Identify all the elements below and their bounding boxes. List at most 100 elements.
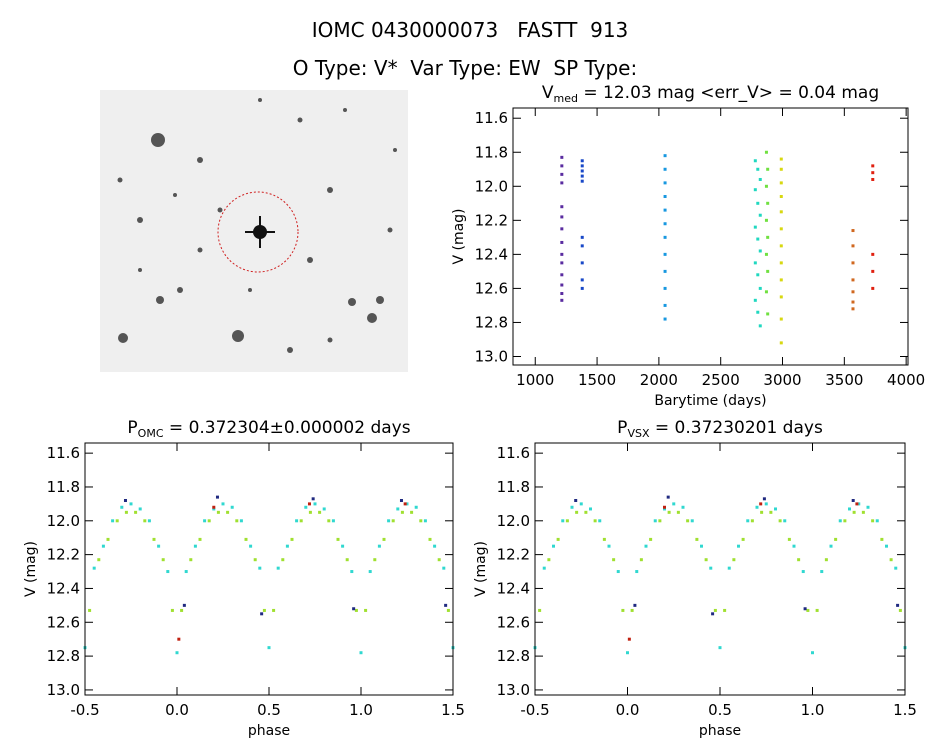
data-point bbox=[851, 278, 855, 282]
star-field-image bbox=[100, 90, 408, 372]
data-point bbox=[764, 150, 768, 154]
y-axis-label: V (mag) bbox=[473, 541, 489, 597]
data-point bbox=[593, 519, 597, 523]
data-point bbox=[764, 218, 768, 222]
data-point bbox=[313, 502, 317, 506]
data-point bbox=[387, 519, 391, 523]
data-point bbox=[157, 544, 161, 548]
data-point bbox=[565, 519, 569, 523]
data-point bbox=[538, 608, 542, 612]
data-point bbox=[584, 510, 588, 514]
data-point bbox=[444, 603, 448, 607]
data-point bbox=[857, 502, 861, 506]
data-point bbox=[852, 510, 856, 514]
data-point bbox=[101, 544, 105, 548]
data-point bbox=[871, 519, 875, 523]
data-point bbox=[560, 261, 564, 265]
y-tick-label: 12.0 bbox=[497, 512, 530, 530]
data-point bbox=[885, 544, 888, 548]
data-point bbox=[815, 608, 819, 612]
y-tick-label: 11.6 bbox=[475, 109, 508, 127]
data-point bbox=[764, 290, 768, 294]
data-point bbox=[226, 510, 230, 514]
data-point bbox=[690, 519, 694, 523]
x-tick-label: 1.0 bbox=[801, 701, 825, 719]
data-point bbox=[866, 505, 870, 509]
data-point bbox=[779, 295, 783, 299]
data-point bbox=[364, 608, 368, 612]
x-tick-label: 2500 bbox=[702, 371, 740, 389]
data-point bbox=[560, 292, 564, 296]
data-point bbox=[262, 608, 266, 612]
data-point bbox=[230, 505, 234, 509]
data-point bbox=[896, 603, 900, 607]
x-axis-label: phase bbox=[699, 723, 741, 739]
data-point bbox=[779, 195, 783, 199]
x-tick-label: 3000 bbox=[763, 371, 801, 389]
y-tick-label: 11.8 bbox=[47, 478, 80, 496]
y-tick-label: 12.2 bbox=[47, 546, 80, 564]
data-point bbox=[792, 544, 796, 548]
data-point bbox=[106, 537, 110, 541]
data-point bbox=[123, 499, 127, 503]
y-tick-label: 12.0 bbox=[475, 177, 508, 195]
data-point bbox=[663, 195, 667, 199]
data-point bbox=[607, 544, 611, 548]
x-tick-label: 1.0 bbox=[349, 701, 373, 719]
data-point bbox=[189, 558, 193, 562]
data-point bbox=[769, 510, 773, 514]
data-point bbox=[880, 537, 884, 541]
data-point bbox=[783, 519, 787, 523]
data-point bbox=[216, 510, 220, 514]
data-point bbox=[681, 505, 685, 509]
y-tick-label: 13.0 bbox=[475, 347, 508, 365]
y-tick-label: 12.8 bbox=[47, 647, 80, 665]
data-point bbox=[741, 537, 745, 541]
x-tick-label: 0.5 bbox=[257, 701, 281, 719]
data-point bbox=[663, 252, 667, 256]
data-point bbox=[276, 566, 280, 570]
data-point bbox=[758, 177, 762, 181]
data-point bbox=[120, 505, 124, 509]
data-point bbox=[766, 235, 770, 239]
data-point bbox=[753, 261, 757, 265]
data-point bbox=[686, 519, 690, 523]
x-tick-label: 0.0 bbox=[165, 701, 189, 719]
data-point bbox=[253, 558, 257, 562]
page-subtitle: O Type: V* Var Type: EW SP Type: bbox=[293, 56, 637, 80]
data-point bbox=[203, 519, 207, 523]
data-point bbox=[272, 608, 276, 612]
data-point bbox=[756, 167, 760, 171]
data-point bbox=[779, 278, 783, 282]
data-point bbox=[560, 172, 564, 176]
data-point bbox=[894, 566, 898, 570]
data-point bbox=[307, 502, 311, 506]
data-point bbox=[437, 558, 441, 562]
x-axis-label: Barytime (days) bbox=[654, 393, 766, 409]
data-point bbox=[663, 154, 667, 158]
data-point bbox=[663, 303, 667, 307]
data-point bbox=[295, 519, 299, 523]
data-point bbox=[663, 269, 667, 273]
data-point bbox=[756, 310, 760, 314]
data-point bbox=[758, 249, 762, 253]
data-point bbox=[602, 537, 606, 541]
data-point bbox=[626, 651, 629, 655]
data-point bbox=[138, 507, 142, 511]
data-point bbox=[889, 558, 893, 562]
data-point bbox=[755, 505, 759, 509]
data-point bbox=[778, 519, 782, 523]
data-point bbox=[180, 608, 184, 612]
y-tick-label: 12.0 bbox=[47, 512, 80, 530]
data-point bbox=[653, 519, 657, 523]
data-point bbox=[779, 341, 783, 345]
data-point bbox=[672, 502, 676, 506]
data-point bbox=[756, 201, 760, 205]
data-point bbox=[285, 544, 289, 548]
data-point bbox=[580, 159, 584, 163]
data-point bbox=[663, 317, 667, 321]
data-point bbox=[419, 519, 423, 523]
data-point bbox=[580, 164, 584, 168]
data-point bbox=[750, 519, 754, 523]
data-point bbox=[580, 179, 584, 183]
